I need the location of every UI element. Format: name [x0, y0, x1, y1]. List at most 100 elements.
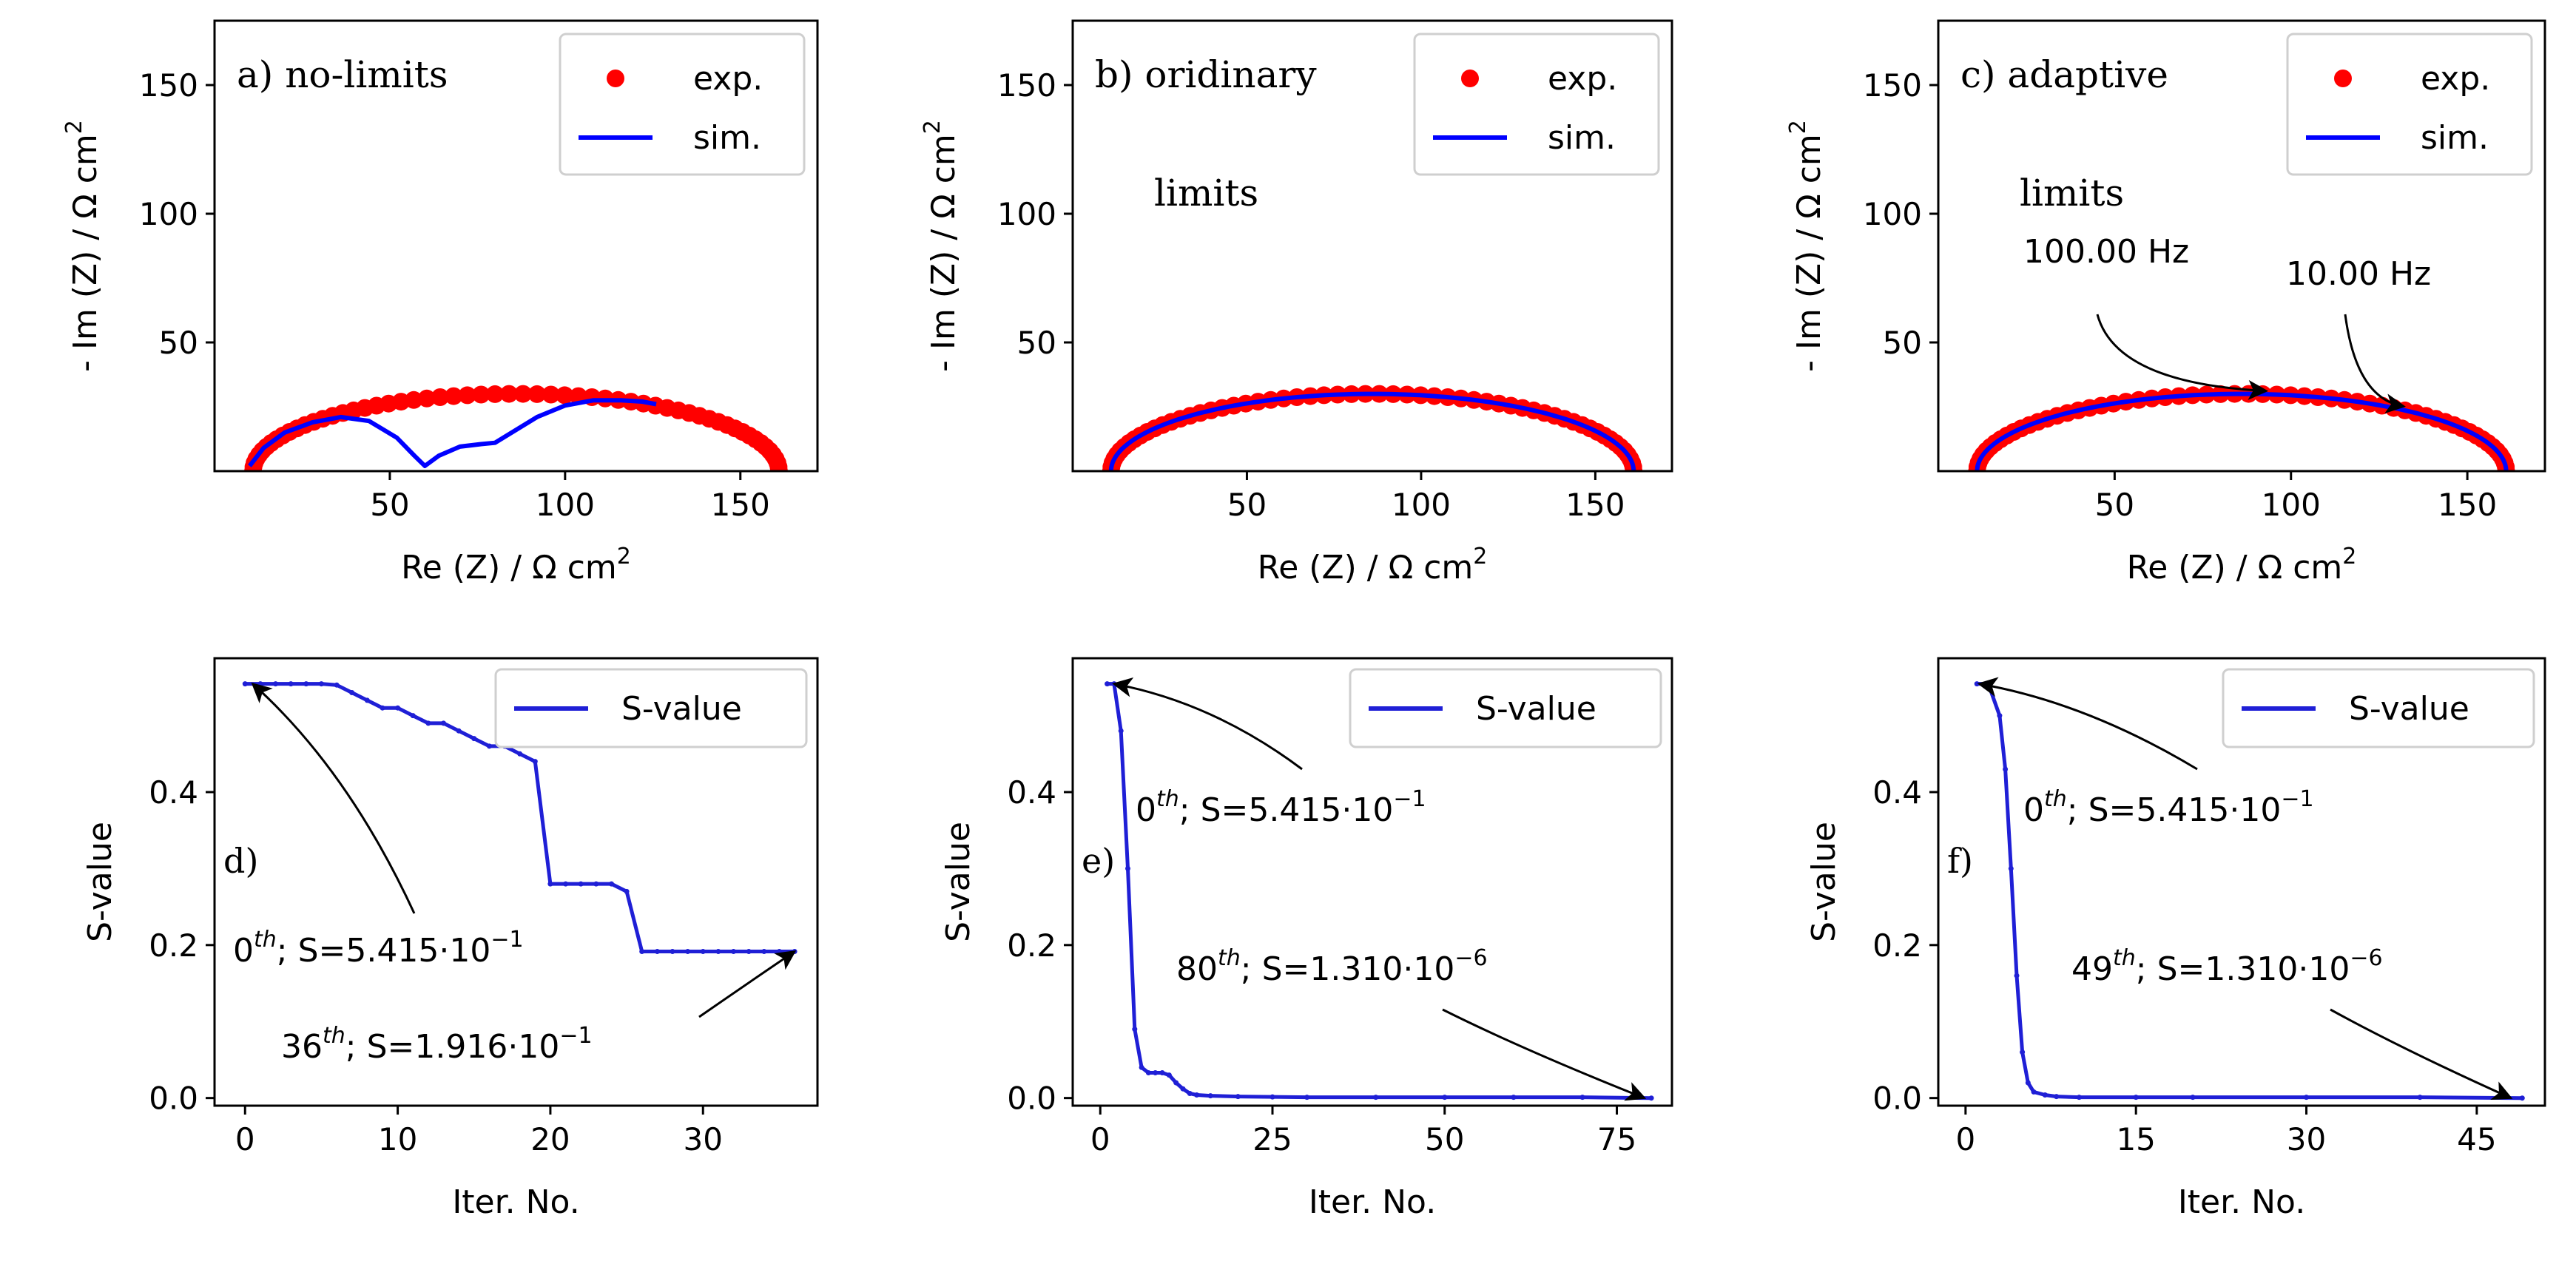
- svalue-point: [593, 881, 599, 887]
- legend-sim-label: sim.: [2421, 119, 2489, 157]
- svalue-point: [761, 949, 767, 954]
- panel-title-line2: limits: [2020, 172, 2124, 214]
- y-tick-label: 0.2: [1872, 927, 1922, 964]
- svalue-point: [1180, 1086, 1186, 1092]
- annotation-arrow: [1442, 1008, 1647, 1101]
- x-tick-label: 10: [378, 1121, 417, 1157]
- y-axis-label: - Im (Z) / Ω cm2: [61, 120, 104, 372]
- annotation-arrow: [698, 950, 797, 1018]
- annotation-arrow: [2096, 314, 2269, 400]
- legend-svalue-label: S-value: [2349, 690, 2469, 728]
- exp-point: [445, 387, 463, 405]
- svalue-point: [685, 949, 691, 954]
- panel-6: 0 15 30 45 0.0 0.2 0.4 Iter. No. S-value S-value f…: [1805, 657, 2546, 1221]
- legend-sim-label: sim.: [693, 119, 761, 157]
- iteration-annotation: 0th; S=5.415·10−1: [1136, 786, 1426, 829]
- exp-point: [769, 462, 788, 471]
- svalue-point: [1139, 1064, 1144, 1070]
- x-tick-label: 25: [1252, 1121, 1292, 1157]
- plot-area: [1102, 385, 1643, 471]
- svalue-point: [2417, 1095, 2423, 1101]
- y-tick-label: 150: [997, 67, 1056, 104]
- svalue-point: [2304, 1095, 2309, 1101]
- svalue-point: [1159, 1070, 1165, 1075]
- svalue-point: [334, 682, 340, 688]
- x-tick-label: 50: [2095, 487, 2134, 523]
- axes-frame: [213, 657, 819, 1107]
- axes-frame: [1937, 19, 2546, 473]
- svalue-point: [1648, 1095, 1654, 1101]
- x-tick-label: 0: [235, 1121, 255, 1157]
- annotation-arrow: [1977, 677, 2198, 771]
- svalue-point: [746, 949, 752, 954]
- legend: exp. sim.: [1413, 33, 1660, 176]
- svalue-point: [303, 681, 309, 687]
- svalue-point: [456, 728, 462, 734]
- legend-box: [2286, 33, 2533, 176]
- sim-line: [248, 398, 657, 468]
- legend-exp-marker: [607, 70, 624, 87]
- x-tick-label: 100: [536, 487, 595, 523]
- svalue-point: [1194, 1092, 1200, 1098]
- x-axis-label: Re (Z) / Ω cm2: [2127, 544, 2357, 586]
- exp-point: [500, 385, 518, 403]
- iteration-annotation: 0th; S=5.415·10−1: [233, 927, 524, 970]
- svalue-point: [2014, 973, 2020, 978]
- exp-point: [486, 385, 505, 403]
- svalue-point: [670, 949, 675, 954]
- legend: S-value: [2222, 668, 2535, 748]
- svalue-point: [2003, 766, 2009, 772]
- x-axis-label: Iter. No.: [1309, 1183, 1436, 1221]
- iteration-annotation: 80th; S=1.310·10−6: [1176, 945, 1488, 988]
- svalue-point: [2031, 1089, 2037, 1095]
- svalue-point: [486, 743, 492, 749]
- svalue-point: [1511, 1095, 1517, 1101]
- legend-box: [494, 668, 808, 748]
- panel-5: 0 25 50 75 0.0 0.2 0.4 Iter. No. S-value S-value e…: [940, 657, 1673, 1221]
- svalue-point: [1118, 728, 1124, 734]
- plot-area: [1968, 385, 2515, 471]
- exp-point: [472, 385, 490, 404]
- legend: S-value: [494, 668, 808, 748]
- panel-label: f): [1947, 841, 1973, 881]
- legend-svalue-label: S-value: [621, 690, 742, 728]
- svalue-point: [2020, 1049, 2026, 1055]
- y-tick-label: 0.4: [1007, 774, 1056, 811]
- svalue-point: [1997, 713, 2003, 719]
- legend-exp-marker: [1461, 70, 1479, 87]
- x-tick-label: 50: [1425, 1121, 1464, 1157]
- y-tick-label: 0.4: [1872, 774, 1922, 811]
- plot-area: [244, 385, 788, 471]
- legend-sim-label: sim.: [1548, 119, 1616, 157]
- y-tick-label: 150: [1863, 67, 1922, 104]
- legend: S-value: [1349, 668, 1662, 748]
- svalue-point: [1187, 1091, 1193, 1096]
- panel-title-line2: limits: [1154, 172, 1258, 214]
- x-tick-label: 100: [2262, 487, 2321, 523]
- x-tick-label: 30: [684, 1121, 723, 1157]
- x-axis-label: Iter. No.: [2178, 1183, 2305, 1221]
- legend: exp. sim.: [2286, 33, 2533, 176]
- exp-point: [527, 385, 546, 403]
- annotation-arrow: [2330, 1008, 2513, 1101]
- svalue-point: [532, 759, 538, 765]
- svalue-point: [2042, 1092, 2048, 1098]
- svalue-point: [1442, 1095, 1448, 1101]
- svalue-point: [1270, 1094, 1275, 1100]
- svalue-point: [547, 881, 553, 887]
- legend-box: [1413, 33, 1660, 176]
- svalue-point: [257, 681, 263, 687]
- sim-line: [1975, 391, 2509, 471]
- axes-frame: [1071, 657, 1673, 1107]
- iteration-annotation: 36th; S=1.916·10−1: [281, 1023, 593, 1066]
- y-tick-label: 0.2: [1007, 927, 1056, 964]
- y-tick-label: 0.0: [1007, 1081, 1056, 1117]
- panel-3: 50 100 150 50 100 150 Re (Z) / Ω cm2 - Im (Z) /…: [1785, 19, 2546, 586]
- annotation-arrow: [251, 682, 416, 914]
- svalue-point: [471, 736, 477, 742]
- svalue-point: [242, 681, 248, 687]
- x-tick-label: 15: [2116, 1121, 2155, 1157]
- svalue-point: [1132, 1027, 1138, 1032]
- panel-title: b) oridinary: [1095, 53, 1317, 96]
